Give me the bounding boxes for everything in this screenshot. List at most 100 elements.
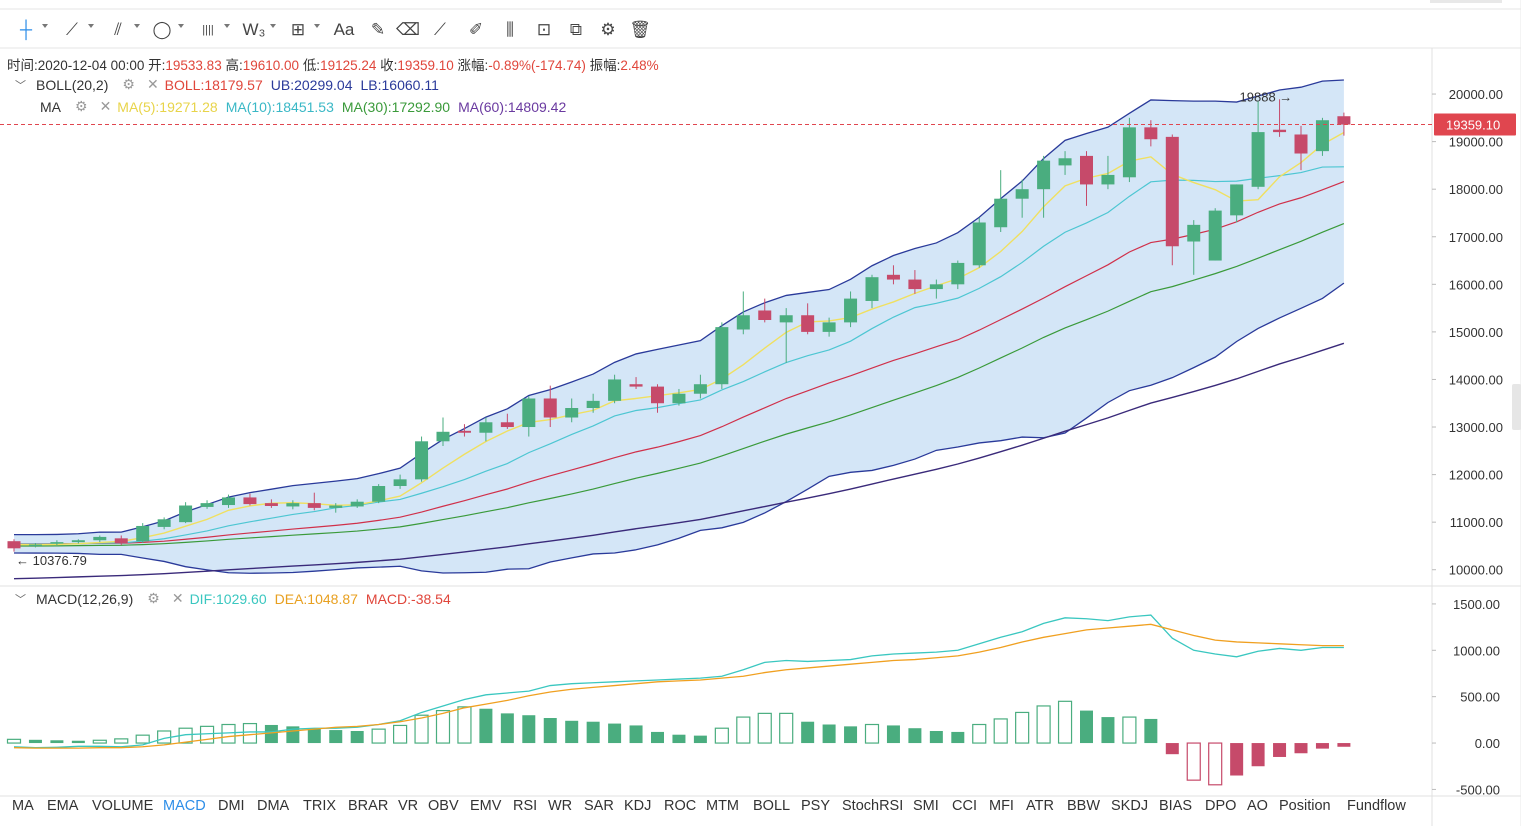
- brush-icon[interactable]: ✎: [370, 20, 386, 39]
- low-price-marker: ← 10376.79: [16, 553, 87, 568]
- candle: [886, 265, 900, 285]
- tab-wr[interactable]: WR: [548, 798, 573, 814]
- tab-emv[interactable]: EMV: [470, 798, 502, 814]
- dropdown-arrow-icon[interactable]: [314, 24, 320, 28]
- tab-obv[interactable]: OBV: [428, 798, 459, 814]
- candle-body: [200, 503, 214, 507]
- tab-roc[interactable]: ROC: [664, 798, 697, 814]
- candle: [651, 384, 664, 413]
- eraser-icon[interactable]: ⌫: [395, 20, 421, 39]
- ruler-icon[interactable]: ⟋: [434, 20, 446, 39]
- macd-value: MACD:-38.54: [365, 590, 451, 607]
- tab-dmi[interactable]: DMI: [218, 798, 245, 814]
- tab-cci[interactable]: CCI: [952, 798, 977, 814]
- boll-name: BOLL(20,2): [36, 76, 109, 93]
- macd-histogram-bar: [6, 738, 22, 744]
- macd-histogram-bar: [500, 713, 514, 744]
- tab-ao[interactable]: AO: [1247, 798, 1268, 814]
- top-control-edge: [1430, 0, 1502, 3]
- dif-value: DIF:1029.60: [189, 590, 267, 607]
- dropdown-arrow-icon[interactable]: [42, 24, 48, 28]
- dropdown-arrow-icon[interactable]: [224, 24, 230, 28]
- candle: [179, 502, 193, 524]
- macd-histogram-bar: [951, 731, 965, 744]
- settings-doc-icon[interactable]: ⚙: [600, 20, 616, 39]
- ma-name: MA: [40, 98, 61, 115]
- close-icon[interactable]: ✕: [171, 590, 184, 606]
- settings-icon[interactable]: ⚙: [122, 76, 135, 92]
- tab-macd[interactable]: MACD: [163, 798, 206, 814]
- settings-icon[interactable]: ⚙: [147, 590, 160, 606]
- lock-icon[interactable]: ⊡: [536, 20, 552, 39]
- tab-kdj[interactable]: KDJ: [624, 798, 652, 814]
- tab-trix[interactable]: TRIX: [303, 798, 337, 814]
- collapse-chevron-icon[interactable]: ﹀: [15, 79, 26, 92]
- tab-skdj[interactable]: SKDJ: [1111, 798, 1149, 814]
- tab-ma[interactable]: MA: [12, 798, 34, 814]
- settings-icon[interactable]: ⚙: [75, 98, 88, 114]
- close-value: 19359.10: [397, 58, 454, 73]
- tab-position[interactable]: Position: [1279, 798, 1331, 814]
- pencil-icon[interactable]: ✐: [468, 20, 484, 39]
- tab-fundflow[interactable]: Fundflow: [1347, 798, 1406, 814]
- trend-line-icon[interactable]: ⟋: [66, 20, 78, 39]
- candle: [565, 398, 579, 423]
- ellipse-icon[interactable]: ◯: [152, 20, 172, 39]
- tab-smi[interactable]: SMI: [913, 798, 939, 814]
- tab-volume[interactable]: VOLUME: [92, 798, 154, 814]
- tab-bias[interactable]: BIAS: [1159, 798, 1193, 814]
- candle: [136, 523, 150, 544]
- boll-lower-line: [13, 282, 1345, 574]
- measure-icon[interactable]: ⊞: [290, 20, 306, 39]
- boll-band-fill: [14, 80, 1344, 574]
- macd-tick-label: -500.00: [1456, 782, 1500, 797]
- tab-sar[interactable]: SAR: [584, 798, 614, 814]
- candle-body: [565, 408, 579, 418]
- dropdown-arrow-icon[interactable]: [134, 24, 140, 28]
- candles-icon[interactable]: ⫼: [506, 20, 514, 39]
- tab-vr[interactable]: VR: [398, 798, 419, 814]
- tab-brar[interactable]: BRAR: [348, 798, 389, 814]
- close-icon[interactable]: ✕: [99, 98, 112, 114]
- tab-stochrsi[interactable]: StochRSI: [842, 798, 904, 814]
- tab-psy[interactable]: PSY: [801, 798, 831, 814]
- tab-bbw[interactable]: BBW: [1067, 798, 1101, 814]
- copy-icon[interactable]: ⧉: [569, 20, 583, 39]
- ma-legend: MA ⚙ ✕ MA(5):19271.28 MA(10):18451.53 MA…: [15, 98, 574, 115]
- dropdown-arrow-icon[interactable]: [270, 24, 276, 28]
- trash-icon[interactable]: 🗑: [629, 20, 651, 39]
- tab-dma[interactable]: DMA: [257, 798, 290, 814]
- text-icon[interactable]: Aa: [333, 20, 355, 39]
- tab-ema[interactable]: EMA: [47, 798, 79, 814]
- last-price-badge: [1434, 113, 1516, 136]
- fib-bars-icon[interactable]: ||||: [202, 24, 214, 36]
- indicator-tabs: MA EMA VOLUME MACD DMI DMA TRIX BRAR VR OBV EMV RSI…: [0, 796, 1430, 820]
- macd-histogram-bar: [50, 740, 64, 744]
- candle: [307, 492, 321, 511]
- candle-body: [1037, 160, 1051, 190]
- wave-icon[interactable]: W₃: [242, 20, 266, 39]
- dropdown-arrow-icon[interactable]: [178, 24, 184, 28]
- last-price-label: 19359.10: [1446, 118, 1500, 133]
- candle-body: [329, 505, 343, 508]
- tab-mfi[interactable]: MFI: [989, 798, 1014, 814]
- collapse-chevron-icon[interactable]: ﹀: [15, 593, 26, 606]
- candle-body: [350, 501, 364, 507]
- candle-body: [157, 519, 171, 527]
- macd-histogram-bar: [608, 723, 622, 744]
- dropdown-arrow-icon[interactable]: [88, 24, 94, 28]
- close-icon[interactable]: ✕: [146, 76, 159, 92]
- macd-histogram-bar: [929, 730, 943, 744]
- tab-dpo[interactable]: DPO: [1205, 798, 1237, 814]
- parallel-line-icon[interactable]: ⫽: [114, 20, 122, 39]
- tab-boll[interactable]: BOLL: [753, 798, 791, 814]
- candle: [243, 493, 257, 506]
- candle: [1080, 151, 1093, 206]
- macd-tick-label: 1500.00: [1453, 597, 1500, 612]
- tab-atr[interactable]: ATR: [1026, 798, 1054, 814]
- crosshair-icon[interactable]: ┼: [19, 20, 33, 39]
- candle: [222, 494, 235, 508]
- tab-rsi[interactable]: RSI: [513, 798, 538, 814]
- tab-mtm[interactable]: MTM: [706, 798, 740, 814]
